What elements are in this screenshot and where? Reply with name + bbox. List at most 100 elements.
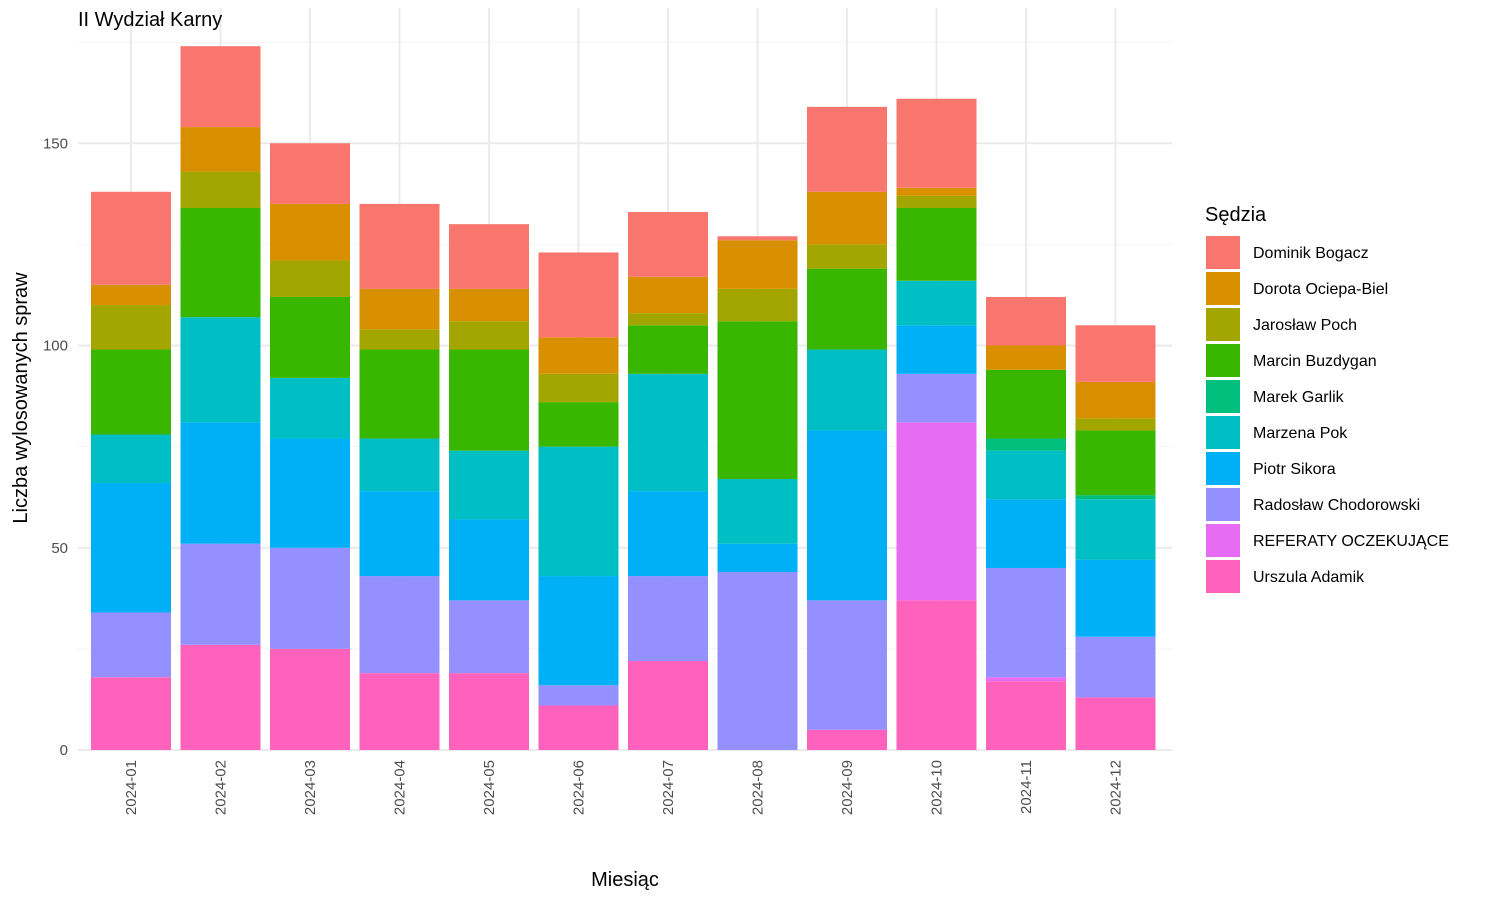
bar-segment bbox=[449, 673, 529, 750]
bar-segment bbox=[538, 373, 619, 403]
bar-segment bbox=[1075, 381, 1156, 419]
legend-label: Marcin Buzdygan bbox=[1253, 353, 1377, 370]
bar-segment bbox=[896, 325, 977, 374]
y-tick-label: 100 bbox=[43, 338, 68, 355]
bar-segment bbox=[91, 483, 171, 613]
x-axis-title: Miesiąc bbox=[591, 869, 659, 891]
bar-segment bbox=[896, 422, 977, 601]
legend-swatch bbox=[1206, 380, 1240, 413]
bar-segment bbox=[359, 349, 440, 439]
bar-segment bbox=[449, 321, 529, 350]
bar-segment bbox=[807, 600, 887, 730]
bar-segment bbox=[449, 600, 529, 674]
bar-segment bbox=[538, 252, 619, 338]
bar-segment bbox=[91, 284, 171, 306]
bar-segment bbox=[1075, 559, 1156, 637]
bar-segment bbox=[538, 402, 619, 447]
bar-segment bbox=[628, 373, 708, 492]
bar-segment bbox=[270, 648, 350, 750]
bar-segment bbox=[180, 207, 261, 318]
bar-segment bbox=[717, 543, 798, 573]
bar-segment bbox=[628, 661, 708, 750]
bar-segment bbox=[270, 547, 350, 649]
bar-segment bbox=[180, 422, 261, 544]
bar-segment bbox=[986, 499, 1066, 568]
bar-segment bbox=[896, 187, 977, 196]
x-tick-label: 2024-04 bbox=[392, 760, 409, 815]
bar-segment bbox=[180, 317, 261, 423]
legend-label: Marek Garlik bbox=[1253, 389, 1345, 406]
bar-segment bbox=[449, 519, 529, 601]
bar-segment bbox=[717, 236, 798, 241]
bar-segment bbox=[449, 288, 529, 322]
bar-segment bbox=[807, 106, 887, 192]
bar-segment bbox=[807, 430, 887, 601]
bar-segment bbox=[359, 329, 440, 350]
bar-segment bbox=[449, 450, 529, 520]
x-tick-label: 2024-06 bbox=[571, 760, 588, 815]
bar-segment bbox=[807, 729, 887, 750]
bar-segment bbox=[538, 446, 619, 577]
legend-swatch bbox=[1206, 488, 1240, 521]
bar-segment bbox=[91, 305, 171, 350]
y-tick-label: 0 bbox=[60, 742, 68, 759]
bar-segment bbox=[270, 260, 350, 297]
bar-segment bbox=[1075, 697, 1156, 750]
bar-segment bbox=[807, 349, 887, 431]
y-tick-label: 150 bbox=[43, 135, 68, 152]
y-axis-title: Liczba wylosowanych spraw bbox=[10, 272, 32, 524]
legend-label: Dorota Ociepa-Biel bbox=[1253, 281, 1388, 298]
bar-segment bbox=[538, 337, 619, 374]
bar-segment bbox=[538, 705, 619, 750]
legend-label: Jarosław Poch bbox=[1253, 317, 1357, 334]
legend-swatch bbox=[1206, 416, 1240, 449]
bar-segment bbox=[91, 434, 171, 484]
bar-segment bbox=[986, 369, 1066, 439]
bar-segment bbox=[180, 46, 261, 128]
legend-swatch bbox=[1206, 452, 1240, 485]
bar-segment bbox=[986, 450, 1066, 500]
bar-segment bbox=[807, 268, 887, 350]
legend-label: Marzena Pok bbox=[1253, 425, 1348, 442]
legend-swatch bbox=[1206, 308, 1240, 341]
bar-segment bbox=[986, 296, 1066, 346]
x-tick-label: 2024-11 bbox=[1018, 760, 1035, 814]
bar-segment bbox=[359, 673, 440, 750]
legend-swatch bbox=[1206, 236, 1240, 269]
bar-segment bbox=[1075, 418, 1156, 431]
x-tick-label: 2024-02 bbox=[213, 760, 230, 815]
bar-segment bbox=[270, 438, 350, 548]
bar-segment bbox=[986, 438, 1066, 451]
bar-segment bbox=[717, 478, 798, 544]
x-tick-label: 2024-01 bbox=[123, 760, 140, 815]
bar-segment bbox=[270, 143, 350, 204]
x-tick-label: 2024-05 bbox=[481, 760, 498, 815]
x-tick-labels: 2024-01 2024-02 2024-03 2024-04 2024-05 2024-… bbox=[123, 760, 1125, 815]
bar-segment bbox=[986, 567, 1066, 678]
y-tick-labels: 0 50 100 150 bbox=[43, 135, 68, 759]
bar-segment bbox=[359, 491, 440, 577]
bar-segment bbox=[270, 296, 350, 378]
legend: Sędzia Dominik Bogacz Dorota Ociepa-Biel J… bbox=[1205, 204, 1449, 593]
bar-segment bbox=[1075, 495, 1156, 500]
bar-segment bbox=[180, 644, 261, 750]
bar-segment bbox=[1075, 636, 1156, 698]
bar-segment bbox=[807, 244, 887, 269]
bar-segment bbox=[91, 612, 171, 678]
bar-segment bbox=[359, 576, 440, 674]
bar-segment bbox=[896, 98, 977, 188]
legend-title: Sędzia bbox=[1205, 204, 1267, 226]
bar-segment bbox=[896, 195, 977, 208]
y-tick-label: 50 bbox=[51, 540, 68, 557]
bar-segment bbox=[359, 203, 440, 289]
bar-segment bbox=[896, 600, 977, 750]
x-tick-label: 2024-08 bbox=[750, 760, 767, 815]
legend-label: Radosław Chodorowski bbox=[1253, 497, 1420, 514]
bar-segment bbox=[986, 677, 1066, 682]
bar-segment bbox=[628, 276, 708, 314]
bar-segment bbox=[359, 288, 440, 330]
bar-segment bbox=[986, 681, 1066, 750]
bar-segment bbox=[180, 127, 261, 172]
bar-segment bbox=[449, 349, 529, 451]
